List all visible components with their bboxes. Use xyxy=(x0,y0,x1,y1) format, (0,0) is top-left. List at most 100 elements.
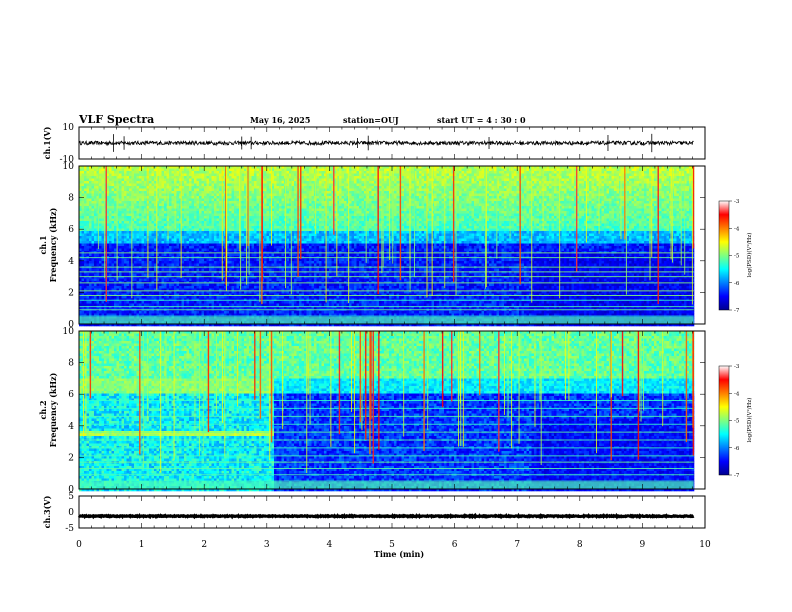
ch1-spectrogram-cell xyxy=(199,209,202,212)
ch1-spectrogram-cell xyxy=(214,219,217,222)
ch1-spectrogram-cell xyxy=(159,241,162,244)
ch1-spectrogram-cell xyxy=(162,229,165,232)
ch1-spectrogram-cell xyxy=(244,291,247,294)
ch1-spectrogram-cell xyxy=(209,286,212,289)
ch1-spectrogram-cell xyxy=(172,179,175,182)
ch1-spectrogram-cell xyxy=(127,184,130,187)
ch1-spectrogram-cell xyxy=(92,184,95,187)
ch1-spectrogram-cell xyxy=(122,286,125,289)
ch1-spectrogram-cell xyxy=(159,239,162,242)
ch1-spectrogram-cell xyxy=(152,264,155,267)
ch1-spectrogram-cell xyxy=(169,241,172,244)
ch1-spectrogram-cell xyxy=(204,274,207,277)
ch1-spectrogram-cell xyxy=(89,181,92,184)
ch1-spectrogram-cell xyxy=(139,186,142,189)
ch1-spectrogram-cell xyxy=(169,244,172,247)
ch1-spectrogram-cell xyxy=(114,214,117,217)
ch1-spectrogram-cell xyxy=(127,261,130,264)
ch1-spectrogram-cell xyxy=(182,194,185,197)
ch1-spectrogram-cell xyxy=(142,189,145,192)
ch1-spectrogram-cell xyxy=(102,211,105,214)
ch1-spectrogram-cell xyxy=(217,209,220,212)
ch1-spectrogram-cell xyxy=(92,229,95,232)
ch1-spectrogram-cell xyxy=(214,214,217,217)
ch1-spectrogram-cell xyxy=(127,286,130,289)
ch1-spectrogram-cell xyxy=(239,296,242,299)
ch1-spectrogram-cell xyxy=(124,194,127,197)
ch1-spectrogram-cell xyxy=(169,211,172,214)
ch1-spectrogram-cell xyxy=(214,231,217,234)
ch1-spectrogram-cell xyxy=(237,229,240,232)
ch1-spectrogram-cell xyxy=(142,214,145,217)
ch1-spectrogram-cell xyxy=(89,234,92,237)
ch1-spectrogram-cell xyxy=(232,269,235,272)
ch1-spectrogram-cell xyxy=(217,229,220,232)
ch1-spectrogram-cell xyxy=(247,301,250,304)
ch1-spectrogram-cell xyxy=(229,254,232,257)
ch1-spectrogram-cell xyxy=(219,311,222,314)
ch1-spectrogram-cell xyxy=(204,269,207,272)
ch1-spectrogram-cell xyxy=(127,171,130,174)
ch1-spectrogram-cell xyxy=(149,226,152,229)
ch1-spectrogram-cell xyxy=(177,219,180,222)
ch1-spectrogram-cell xyxy=(234,236,237,239)
ch1-spectrogram-cell xyxy=(192,239,195,242)
ch1-spectrogram-cell xyxy=(172,174,175,177)
ch1-spectrogram-cell xyxy=(109,179,112,182)
ch1-spectrogram-cell xyxy=(159,219,162,222)
ch1-spectrogram-cell xyxy=(204,229,207,232)
ch1-spectrogram-cell xyxy=(229,239,232,242)
ch1-spectrogram-cell xyxy=(152,286,155,289)
ch1-spectrogram-cell xyxy=(109,209,112,212)
ch1-spectrogram-cell xyxy=(242,169,245,172)
ch1-spectrogram-cell xyxy=(142,261,145,264)
ch1-spectrogram-cell xyxy=(109,186,112,189)
ch1-spectrogram-cell xyxy=(214,174,217,177)
ch1-spectrogram-cell xyxy=(114,186,117,189)
ch1-spectrogram-cell xyxy=(217,286,220,289)
ch1-spectrogram-cell xyxy=(122,279,125,282)
ch1-spectrogram-cell xyxy=(219,191,222,194)
ch1-spectrogram-cell xyxy=(109,279,112,282)
ch1-spectrogram-cell xyxy=(144,199,147,202)
ch1-spectrogram-cell xyxy=(177,189,180,192)
ch1-spectrogram-cell xyxy=(209,196,212,199)
ch1-spectrogram-cell xyxy=(167,284,170,287)
ch1-spectrogram-cell xyxy=(212,261,215,264)
ch1-spectrogram-cell xyxy=(127,264,130,267)
ch1-spectrogram-cell xyxy=(242,254,245,257)
ch1-spectrogram-cell xyxy=(187,219,190,222)
ch1-spectrogram-cell xyxy=(92,231,95,234)
ch1-spectrogram-cell xyxy=(229,194,232,197)
ch1-spectrogram-cell xyxy=(204,171,207,174)
ch1-spectrogram-cell xyxy=(157,301,160,304)
ch1-spectrogram-cell xyxy=(242,269,245,272)
ch1-spectrogram-cell xyxy=(232,236,235,239)
ch1-spectrogram-cell xyxy=(94,234,97,237)
ch1-spectrogram-cell xyxy=(172,221,175,224)
ch1-spectrogram-cell xyxy=(217,241,220,244)
ch1-spectrogram-cell xyxy=(134,186,137,189)
ch1-spectrogram-cell xyxy=(159,259,162,262)
ch1-spectrogram-cell xyxy=(209,204,212,207)
ch1-spectrogram-cell xyxy=(162,291,165,294)
ch1-spectrogram-cell xyxy=(112,184,115,187)
ch1-spectrogram-cell xyxy=(147,296,150,299)
ch1-spectrogram-cell xyxy=(127,196,130,199)
ch1-spectrogram-cell xyxy=(237,209,240,212)
ch1-spectrogram-cell xyxy=(219,209,222,212)
ch1-spectrogram-cell xyxy=(184,211,187,214)
ch1-spectrogram-cell xyxy=(112,181,115,184)
ch1-spectrogram-cell xyxy=(112,204,115,207)
ch1-spectrogram-cell xyxy=(214,201,217,204)
ch1-spectrogram-cell xyxy=(94,311,97,314)
ch1-spectrogram-cell xyxy=(237,239,240,242)
ch1-spectrogram-cell xyxy=(207,261,210,264)
ch1-spectrogram-cell xyxy=(154,179,157,182)
ch1-spectrogram-cell xyxy=(82,239,85,242)
ch1-spectrogram-cell xyxy=(217,171,220,174)
ch1-spectrogram-cell xyxy=(192,254,195,257)
ch1-spectrogram-cell xyxy=(144,176,147,179)
ch1-spectrogram-cell xyxy=(159,196,162,199)
ch1-spectrogram-cell xyxy=(99,246,102,249)
